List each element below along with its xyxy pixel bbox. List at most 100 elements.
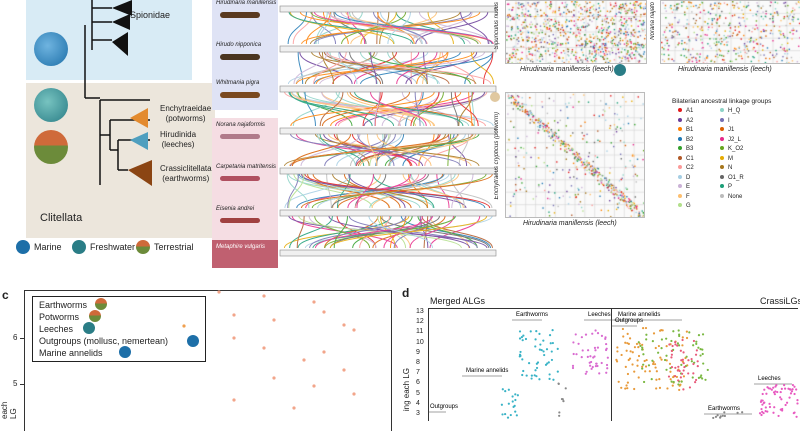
panel-d-point [761,404,763,406]
panel-d-point [768,387,770,389]
panel-d-point [630,350,632,352]
panel-d-ytick: 9 [416,349,420,356]
panel-d-point [682,351,684,353]
panel-d-letter: d [402,286,409,300]
panel-d-point [680,359,682,361]
panel-c-ylabel: each LG [0,392,18,419]
panel-d-point [522,370,524,372]
panel-d-point [697,360,699,362]
panel-d-point [789,389,791,391]
species-label-4: Norana najaformis [216,122,265,128]
panel-d-point [521,374,523,376]
legend-freshwater-label: Freshwater [90,242,135,252]
alg-label: H_Q [728,108,740,114]
alg-legend-title: Bilaterian ancestral linkage groups [672,98,771,105]
panel-d-point [668,375,670,377]
panel-d-point [512,406,514,408]
panel-d-point [691,360,693,362]
panel-d-point [791,390,793,392]
panel-d-point [654,363,656,365]
alg-legend-item-c2: C2 [678,165,694,171]
panel-d-point [597,347,599,349]
alg-legend-item-i: I [720,118,730,124]
panel-d-point [681,381,683,383]
panel-d-point [763,401,765,403]
panel-d-point [587,356,589,358]
alg-color-dot [678,175,682,179]
panel-d-point [597,332,599,334]
panel-d-point [686,356,688,358]
panel-d-point [683,366,685,368]
alg-legend-item-m: M [720,156,733,162]
alg-color-dot [720,108,724,112]
panel-d-point [575,333,577,335]
species-label-6: Eisenia andrei [216,206,254,212]
panel-d-point [625,366,627,368]
panel-d-point [616,360,618,362]
panel-d-point [616,350,618,352]
panel-d-point [664,359,666,361]
panel-d-point [773,406,775,408]
panel-d-point [539,343,541,345]
panel-d-point [562,400,564,402]
panel-d-point [687,372,689,374]
panel-d-point [697,347,699,349]
panel-d-ytick: 4 [416,400,420,407]
panel-d-ytick: 11 [416,328,423,335]
panel-d-point [771,389,773,391]
panel-d-point [688,331,690,333]
panel-d-point [519,355,521,357]
chromosome-bar [280,46,496,52]
panel-c-point [182,324,185,327]
panel-d-point [724,415,726,417]
alg-legend-item-h-q: H_Q [720,108,740,114]
panel-d-point [672,376,674,378]
alg-label: B1 [686,127,693,133]
alg-label: B2 [686,137,693,143]
panel-d-point [773,391,775,393]
panel-d-point [557,348,559,350]
alg-label: C2 [686,165,694,171]
panel-d-point [538,378,540,380]
panel-d-point [587,349,589,351]
panel-d-point [690,358,692,360]
panel-d-point [538,333,540,335]
panel-d-ytick: 3 [416,410,420,417]
alg-legend-item-n: N [720,165,732,171]
panel-d-point [627,333,629,335]
panel-d-point [551,329,553,331]
panel-c-point [232,336,235,339]
panel-d-point [793,393,795,395]
group-clitellata: Clitellata [40,212,82,224]
panel-d-point [702,362,704,364]
panel-d-point [659,330,661,332]
panel-d-point [704,379,706,381]
panel-d-point [680,364,682,366]
panel-d-point [543,354,545,356]
panel-d-point [665,355,667,357]
panel-d-point [793,412,795,414]
panel-d-point [670,378,672,380]
alg-label: G [686,203,691,209]
dotplot-3 [505,92,645,218]
panel-d-point [741,411,743,413]
dotplot-1-xlabel: Hirudinaria manillensis (leech) [520,66,614,73]
panel-d-point [659,387,661,389]
alg-legend-item-a1: A1 [678,108,693,114]
chromosome-bar [280,250,496,256]
panel-d-point [552,342,554,344]
panel-d-point [626,387,628,389]
panel-d-point [645,365,647,367]
panel-c-point [342,323,345,326]
alg-legend-item-k-o2: K_O2 [720,146,743,152]
panel-d-point [722,415,724,417]
panel-d-point [788,397,790,399]
crassiclitellata-triangle [128,160,152,186]
panel-d-point [648,364,650,366]
alg-color-dot [720,194,724,198]
panel-d-point [641,367,643,369]
panel-d-point [683,369,685,371]
panel-c-point [312,384,315,387]
panel-d-point [531,375,533,377]
